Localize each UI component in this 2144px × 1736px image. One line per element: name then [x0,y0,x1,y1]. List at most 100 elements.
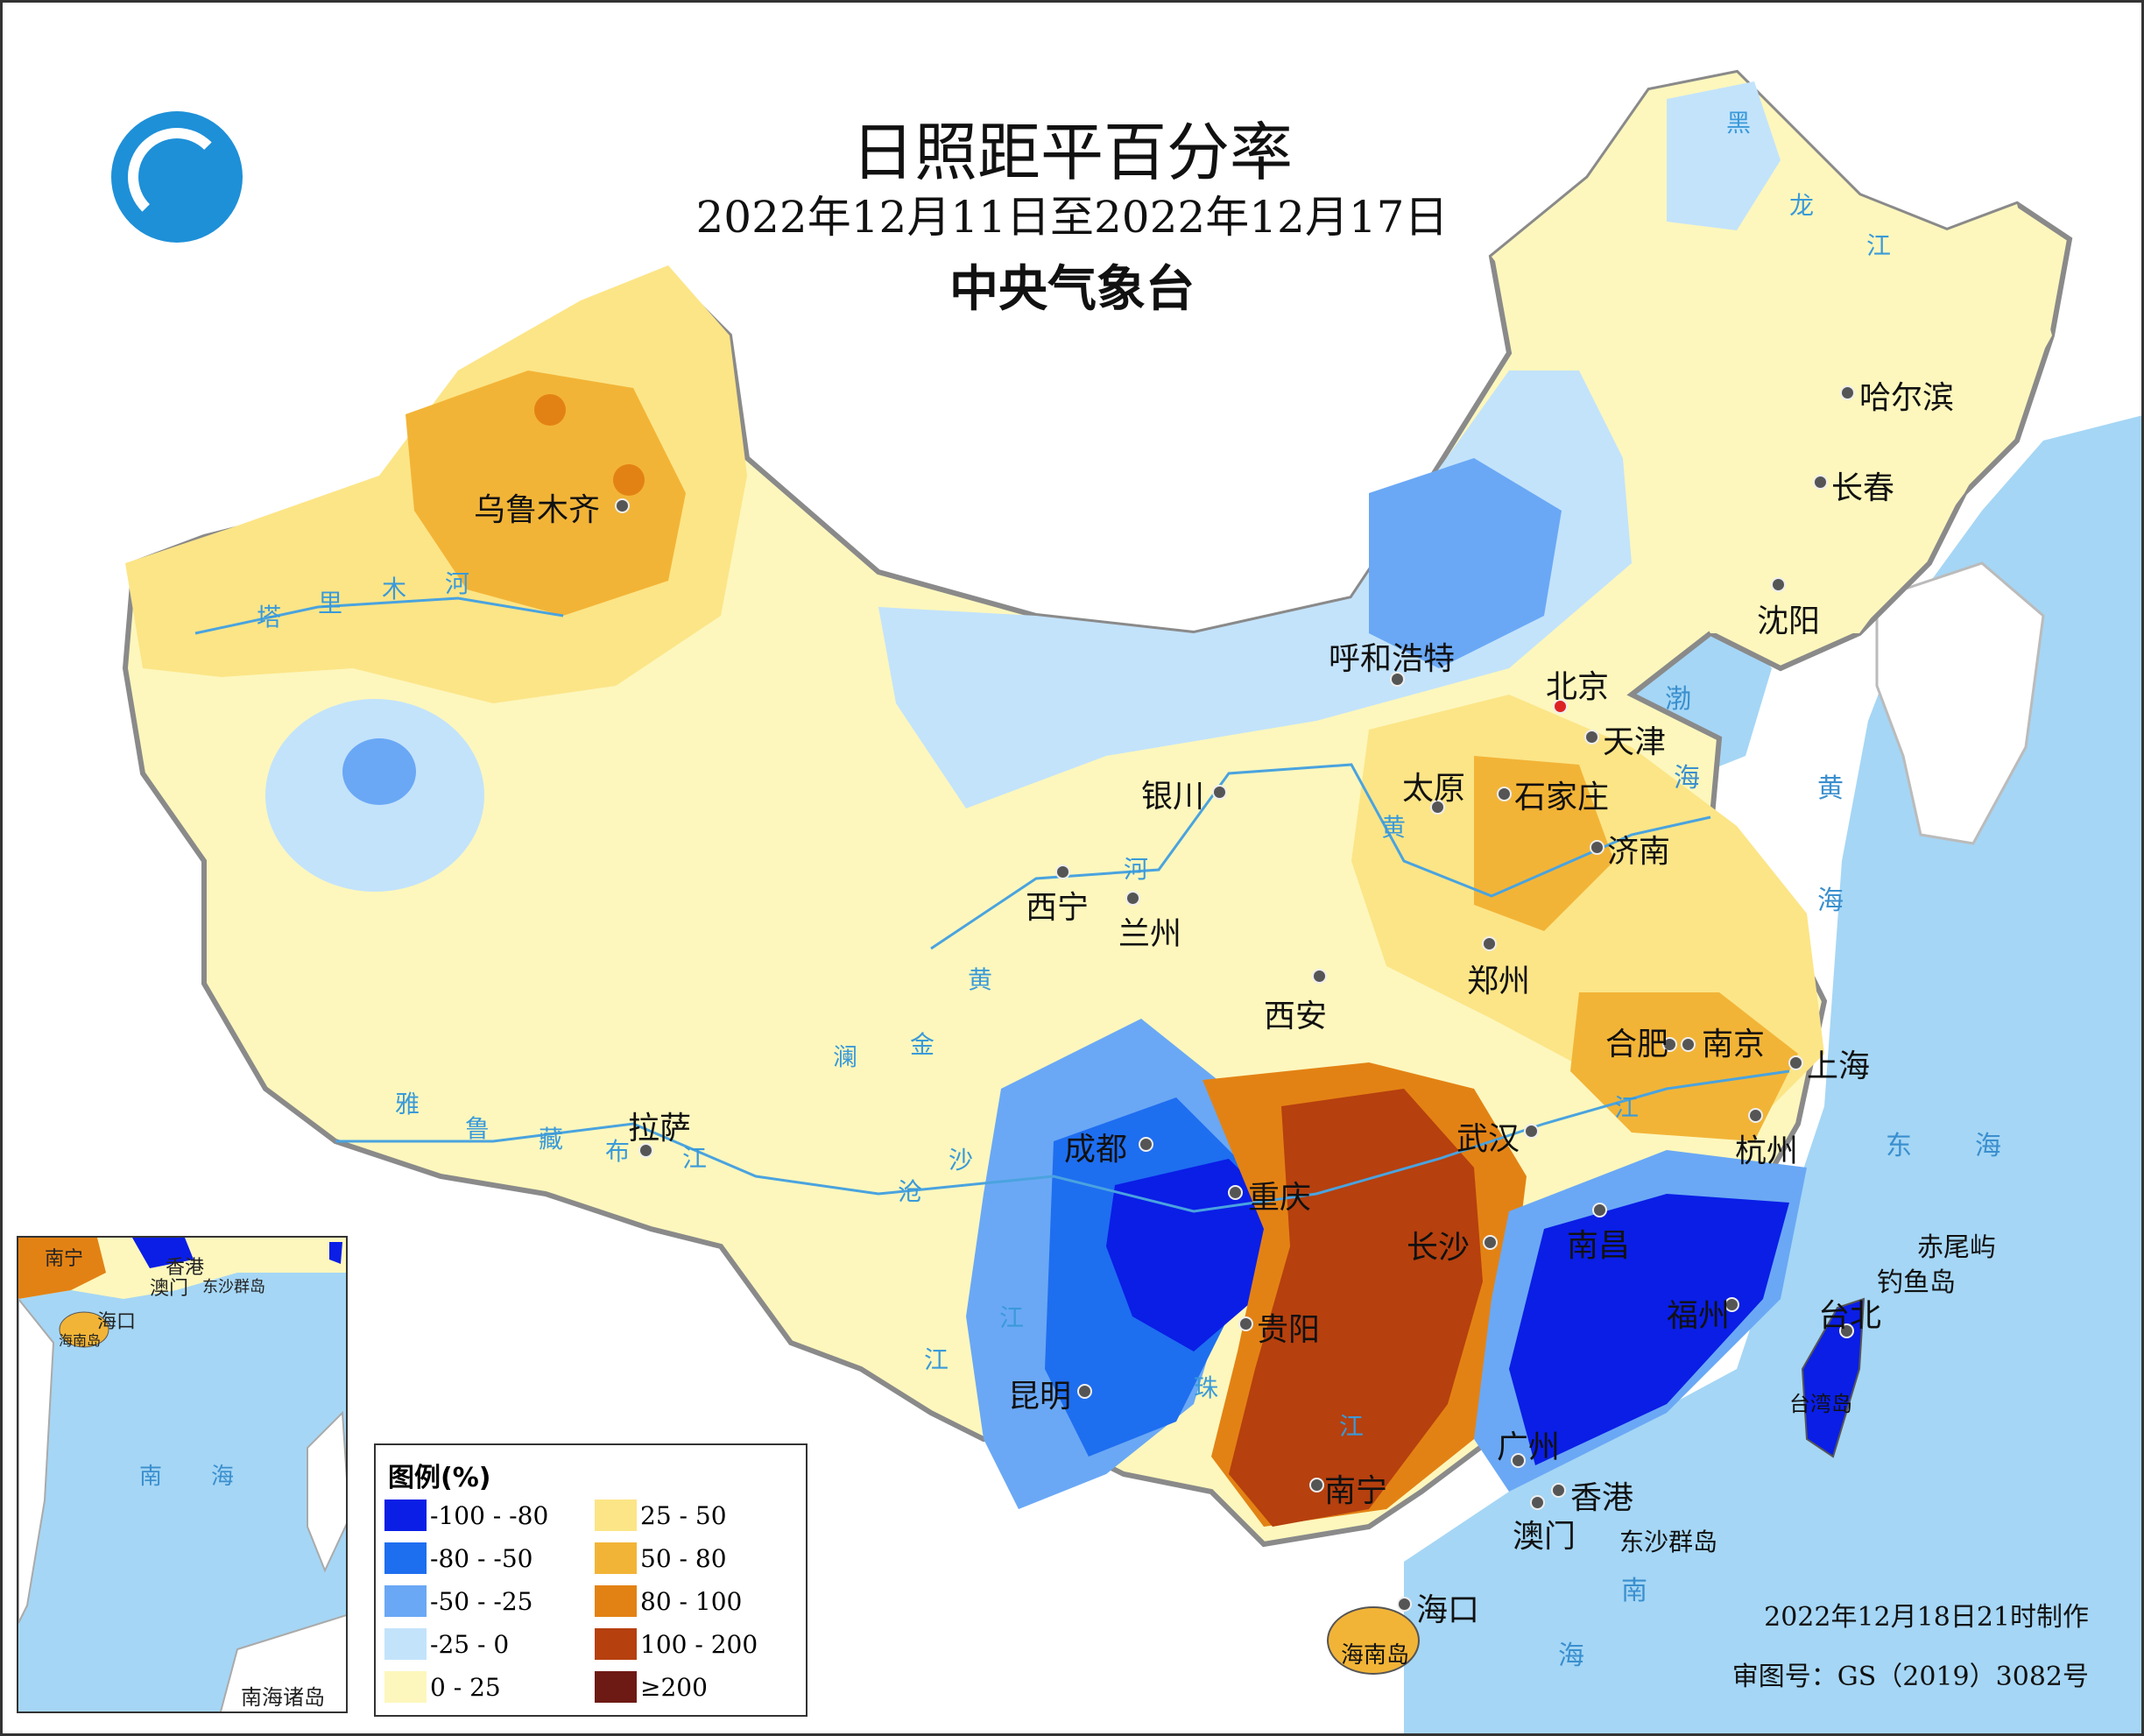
river-label: 布 [605,1137,631,1166]
inset-coast-warm [18,1238,106,1299]
inset-coast-blue [132,1238,194,1268]
city-dot [1390,672,1405,687]
city-dot [615,498,630,513]
city-dot [1748,1108,1763,1123]
map-period: 2022年12月11日至2022年12月17日 [695,192,1449,243]
city-label: 台北 [1818,1298,1882,1334]
city-label: 广州 [1497,1429,1561,1465]
legend-label: 25 - 50 [640,1500,727,1530]
river-label: 黄 [1381,813,1407,842]
tarim-river [194,596,564,635]
map-approval-number: 审图号：GS（2019）3082号 [1731,1662,2089,1692]
zone-tarim-minus-50-25 [342,738,416,805]
city-label: 济南 [1607,834,1671,870]
legend-item: 80 - 100 [595,1584,742,1619]
inset-borneo [220,1614,346,1711]
city-dot [1312,969,1327,984]
legend-label: 80 - 100 [640,1586,743,1616]
inset-label: 澳门 [150,1278,189,1300]
zone-xj-50-80 [406,370,686,616]
city-label: 成都 [1064,1132,1128,1168]
inset-vietnam [18,1297,55,1624]
zone-jianghuai-50-80 [1570,992,1798,1141]
city-label: 兰州 [1118,916,1182,952]
city-dot [1662,1037,1677,1052]
river-label: 藏 [539,1125,564,1154]
yellow-river [930,763,1711,950]
city-dot [1771,577,1786,592]
river-label: 里 [318,589,343,617]
city-dot [1055,864,1070,879]
inset-hainan [59,1311,109,1348]
inset-sea-label: 海 [211,1464,235,1490]
capital-star [1553,699,1568,714]
hainan-island [1327,1606,1420,1675]
inset-label: 海口 [97,1311,137,1333]
city-dot [1590,840,1604,855]
city-label: 南昌 [1567,1228,1631,1264]
legend-item: -25 - 0 [384,1627,509,1662]
legend-item: 100 - 200 [595,1627,758,1662]
city-dot [1724,1297,1739,1312]
island-label: 东沙群岛 [1619,1528,1718,1556]
legend-label: -50 - -25 [430,1586,533,1616]
city-label: 郑州 [1467,963,1531,999]
legend-item: -50 - -25 [384,1584,532,1619]
river-label: 黑 [1726,109,1752,138]
river-label: 河 [445,569,470,598]
city-dot [1839,1323,1854,1338]
legend-item: -100 - -80 [384,1498,548,1533]
taiwan-island [1801,1297,1865,1458]
legend-title: 图例(%) [388,1463,491,1493]
legend: 图例(%) -100 - -80 -80 - -50 -50 - -25 -25 - … [374,1443,808,1717]
city-label: 海口 [1416,1592,1480,1628]
city-label: 天津 [1603,724,1667,760]
river-label: 江 [682,1144,708,1173]
legend-swatch [384,1628,427,1660]
river-label: 江 [1339,1412,1365,1441]
city-label: 武汉 [1456,1121,1520,1157]
korea-land [1875,561,2045,845]
zone-nm-minus-50-25 [1369,458,1562,668]
river-label: 塔 [257,603,282,632]
zone-ne-0-25 [1492,73,2052,633]
river-label: 木 [382,575,407,603]
city-dot [1524,1124,1539,1139]
legend-label: 50 - 80 [640,1543,727,1573]
map-title: 日照距平百分率 [850,116,1293,189]
river-label: 鲁 [465,1114,490,1143]
city-label: 昆明 [1008,1379,1072,1415]
city-dot [1788,1055,1803,1070]
river-label: 江 [999,1303,1025,1332]
sea-label: 渤 [1665,684,1691,715]
river-label: 江 [1866,231,1892,260]
city-dot [1840,385,1855,400]
city-label: 乌鲁木齐 [474,492,601,528]
city-label: 贵阳 [1257,1312,1321,1348]
sea-label: 东 [1886,1131,1912,1161]
legend-swatch [595,1671,637,1703]
island-label: 台湾岛 [1789,1392,1852,1416]
city-label: 银川 [1141,779,1205,815]
legend-swatch [595,1542,637,1574]
inset-label: 南宁 [45,1248,84,1270]
legend-label: ≥200 [640,1672,708,1702]
city-dot [1212,785,1227,800]
river-label: 金 [910,1030,935,1059]
city-dot [1309,1478,1324,1493]
city-label: 澳门 [1513,1519,1576,1555]
inset-label: 东沙群岛 [202,1278,265,1296]
south-china-sea-inset: 南宁 香港 澳门 东沙群岛 海口 海南岛 南 海 南海诸岛 [17,1236,348,1713]
city-dot [1497,787,1512,801]
river-label: 珠 [1194,1373,1219,1402]
cma-logo-icon [111,111,243,243]
city-dot [1483,1235,1498,1250]
city-label: 杭州 [1735,1133,1799,1169]
island-label: 钓鱼岛 [1877,1267,1956,1298]
inset-title: 南海诸岛 [241,1685,325,1710]
legend-label: 0 - 25 [430,1672,501,1702]
city-dot [1530,1495,1545,1510]
legend-swatch [384,1671,427,1703]
inset-taiwan [329,1242,342,1264]
